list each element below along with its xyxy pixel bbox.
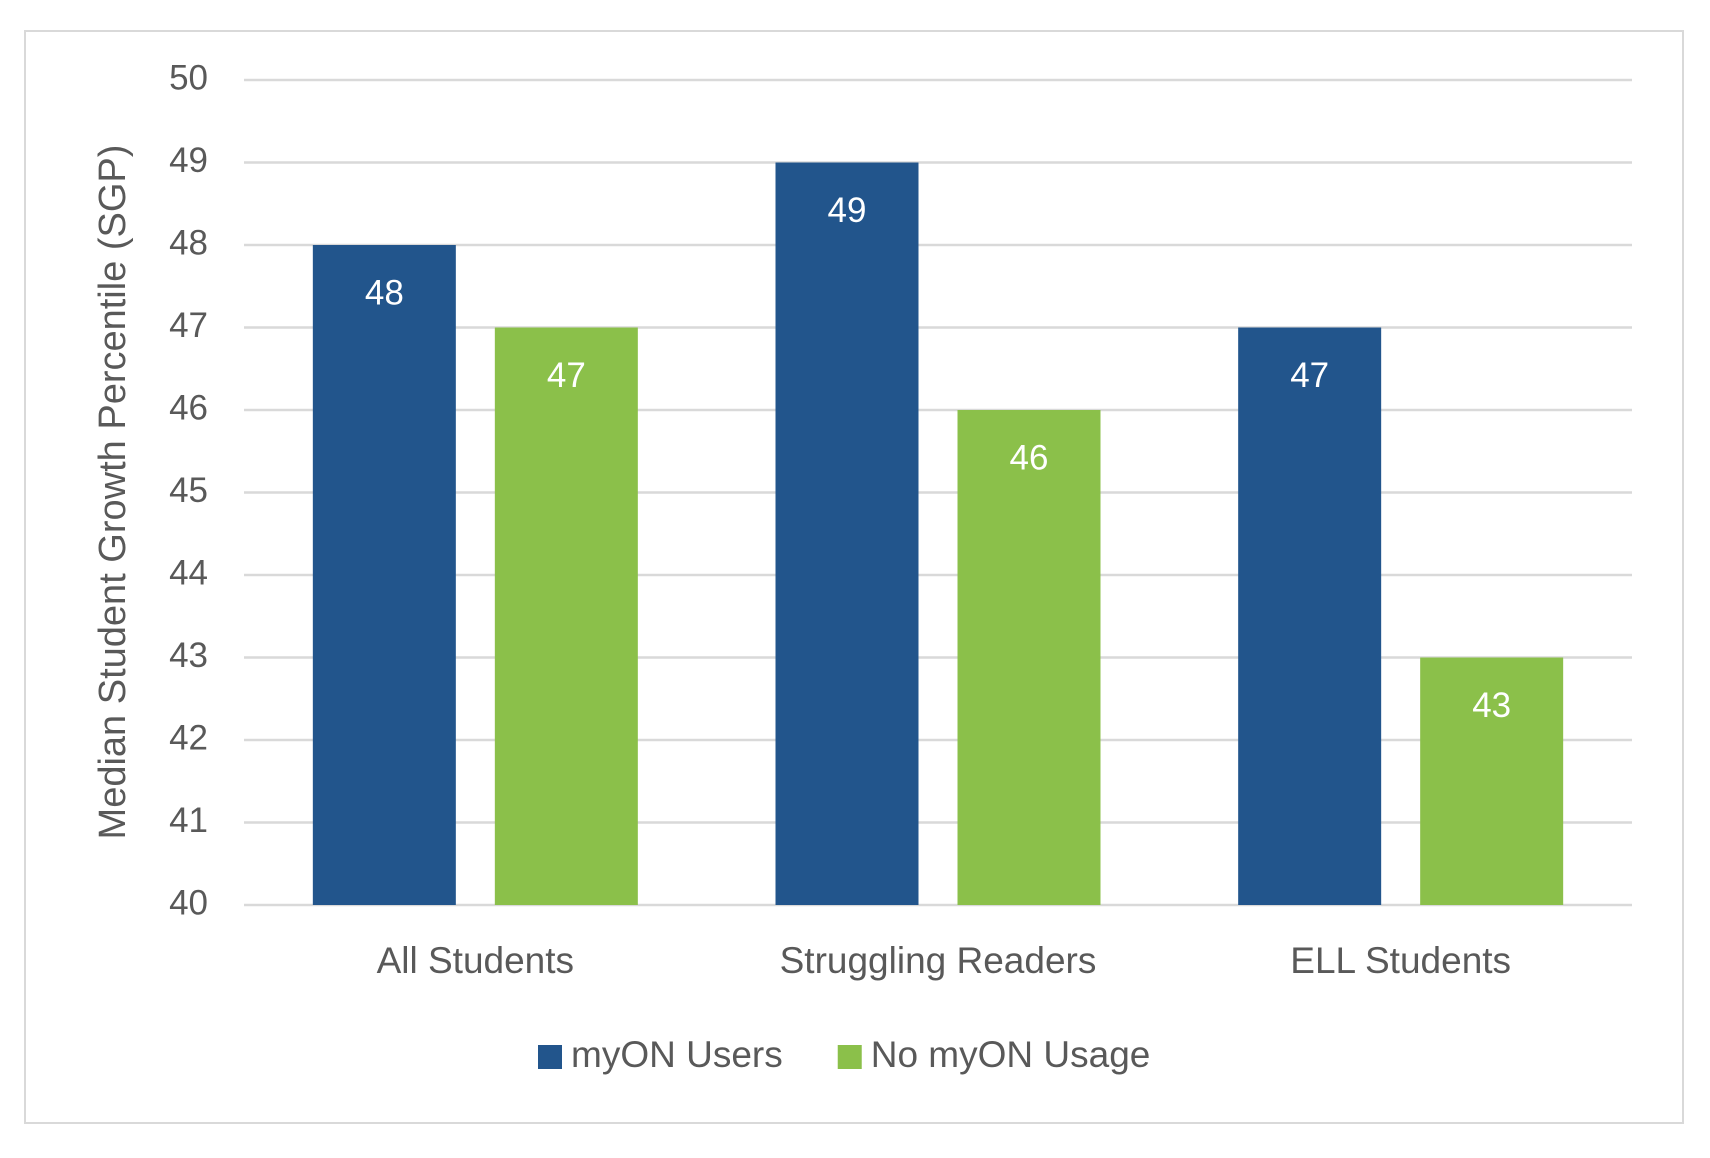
bar	[775, 162, 919, 905]
bar	[494, 327, 638, 905]
data-label: 49	[828, 191, 867, 230]
data-label: 47	[547, 356, 586, 395]
y-tick-label: 50	[169, 58, 208, 97]
data-label: 43	[1472, 686, 1511, 725]
y-tick-label: 44	[169, 553, 208, 592]
data-label: 48	[365, 273, 404, 312]
data-label: 47	[1290, 356, 1329, 395]
legend-swatch	[837, 1045, 862, 1069]
legend-label: myON Users	[571, 1034, 783, 1075]
x-tick-label: ELL Students	[1290, 940, 1511, 981]
y-tick-label: 45	[169, 471, 208, 510]
y-tick-label: 46	[169, 388, 208, 427]
y-axis-label: Median Student Growth Percentile (SGP)	[92, 145, 134, 840]
data-label: 46	[1010, 438, 1049, 477]
y-tick-label: 40	[169, 883, 208, 922]
y-tick-label: 43	[169, 636, 208, 675]
y-tick-label: 42	[169, 718, 208, 757]
y-tick-label: 47	[169, 306, 208, 345]
bar	[312, 245, 456, 905]
legend-label: No myON Usage	[871, 1034, 1151, 1075]
x-tick-label: Struggling Readers	[780, 940, 1097, 981]
x-tick-label: All Students	[377, 940, 574, 981]
y-tick-label: 49	[169, 141, 208, 180]
bar	[957, 410, 1101, 905]
legend-swatch	[538, 1045, 562, 1069]
y-tick-label: 41	[169, 801, 208, 840]
bar	[1420, 657, 1564, 905]
bar	[1238, 327, 1382, 905]
y-tick-label: 48	[169, 223, 208, 262]
